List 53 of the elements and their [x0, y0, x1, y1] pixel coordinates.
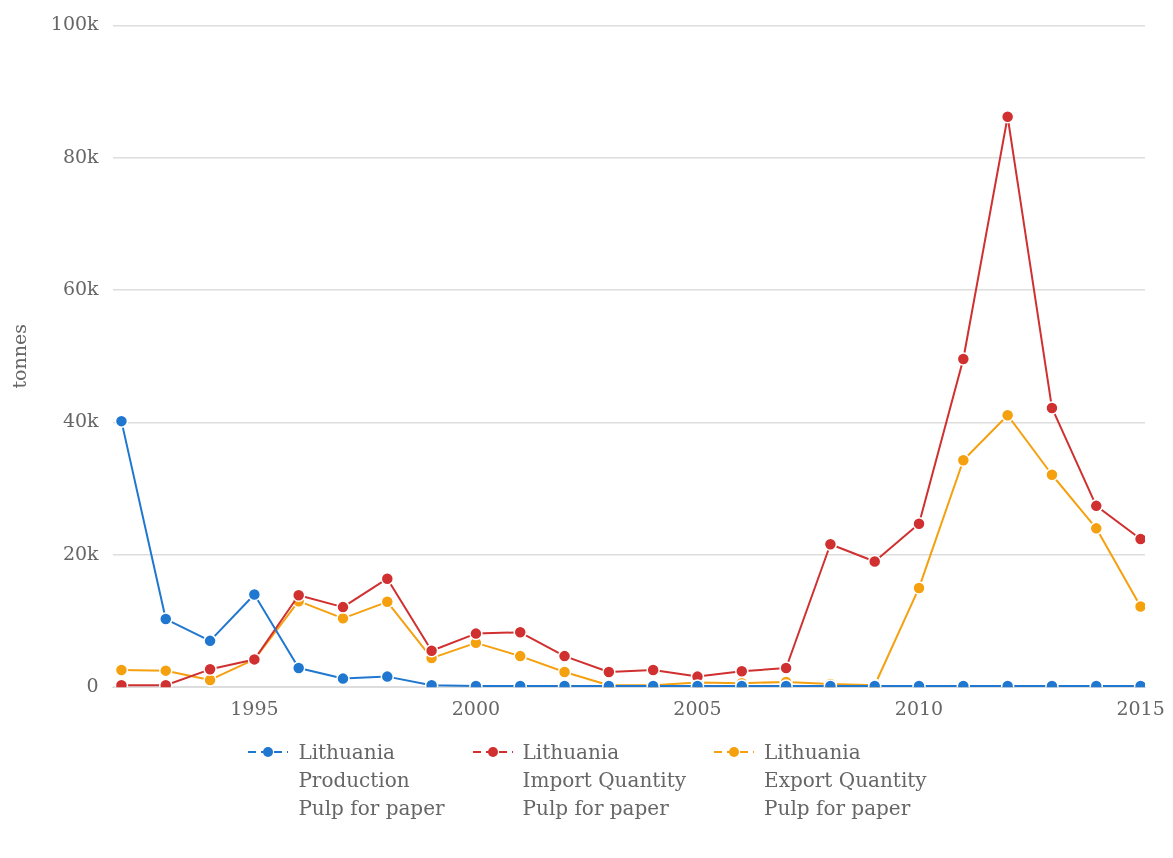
- y-tick-label: 40k: [62, 409, 100, 432]
- point: [557, 665, 572, 679]
- point: [1045, 401, 1059, 415]
- point: [291, 588, 306, 602]
- y-tick-label: 80k: [62, 144, 100, 167]
- legend-label: Lithuania Production Pulp for paper: [298, 739, 445, 822]
- point: [956, 352, 971, 366]
- x-tick-label: 2005: [673, 696, 722, 719]
- point: [646, 663, 660, 677]
- point: [1089, 521, 1104, 536]
- point: [513, 649, 527, 663]
- point: [336, 671, 350, 686]
- point: [336, 600, 350, 614]
- point: [823, 537, 838, 551]
- point: [424, 644, 439, 658]
- legend-label: Lithuania Import Quantity Pulp for paper: [522, 739, 687, 822]
- legend-label: Lithuania Export Quantity Pulp for paper: [764, 739, 927, 822]
- y-tick-label: 100k: [50, 12, 100, 35]
- point: [735, 664, 749, 679]
- point: [159, 612, 173, 626]
- point: [203, 662, 217, 677]
- point: [469, 626, 483, 641]
- x-tick-label: 1995: [230, 696, 279, 719]
- y-tick-label: 20k: [62, 541, 100, 564]
- y-axis-title: tonnes: [8, 324, 31, 389]
- point: [380, 595, 395, 609]
- point: [1089, 499, 1104, 513]
- x-tick-label: 2015: [1116, 696, 1165, 719]
- point: [380, 571, 395, 586]
- point: [912, 516, 926, 531]
- point: [956, 453, 971, 467]
- point: [912, 581, 926, 595]
- point: [247, 587, 262, 602]
- y-tick-label: 60k: [62, 277, 100, 300]
- y-tick-label: 0: [86, 674, 99, 697]
- point: [779, 661, 793, 675]
- point: [114, 414, 129, 428]
- point: [336, 611, 350, 626]
- point: [203, 634, 217, 648]
- point: [1000, 109, 1015, 124]
- point: [291, 661, 306, 675]
- point: [380, 669, 395, 684]
- point: [513, 625, 527, 640]
- point: [114, 663, 129, 677]
- point: [1133, 599, 1145, 614]
- point: [1000, 408, 1015, 422]
- point: [867, 554, 882, 569]
- x-tick-label: 2010: [894, 696, 944, 719]
- point: [1045, 468, 1059, 482]
- point: [602, 665, 616, 679]
- x-tick-label: 2000: [451, 696, 501, 719]
- point: [159, 663, 173, 678]
- point: [557, 649, 572, 663]
